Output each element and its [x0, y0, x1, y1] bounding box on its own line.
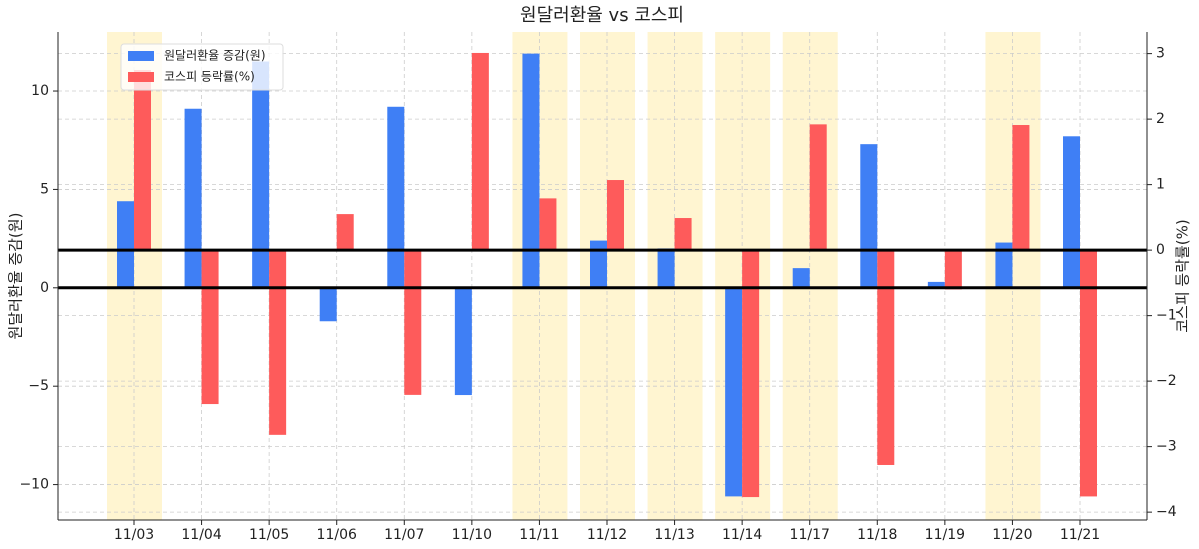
bar	[792, 268, 810, 288]
legend-label: 원달러환율 증감(원)	[164, 49, 266, 63]
bar	[539, 198, 557, 251]
highlight-band	[580, 32, 635, 520]
bar	[336, 214, 354, 251]
bar	[927, 281, 945, 288]
y2-tick-label: −3	[1156, 439, 1177, 455]
bar	[725, 287, 743, 497]
highlight-band	[647, 32, 703, 520]
bar	[657, 248, 675, 288]
bar	[742, 250, 760, 498]
legend-label: 코스피 등락률(%)	[164, 70, 255, 84]
bar	[252, 61, 270, 288]
x-tick-label: 11/11	[519, 527, 559, 543]
y-axis-label: 원달러환율 증감(원)	[7, 213, 25, 340]
x-tick-label: 11/21	[1060, 527, 1100, 543]
bar	[809, 124, 827, 251]
x-tick-label: 11/14	[722, 527, 762, 543]
bar	[860, 144, 878, 288]
y2-tick-label: −4	[1156, 504, 1177, 520]
bar	[184, 108, 202, 288]
x-tick-label: 11/06	[317, 527, 357, 543]
x-tick-label: 11/13	[654, 527, 694, 543]
x-tick-label: 11/20	[992, 527, 1032, 543]
x-tick-label: 11/12	[587, 527, 627, 543]
highlight-band	[782, 32, 838, 520]
x-tick-label: 11/19	[925, 527, 965, 543]
y2-tick-label: −1	[1156, 308, 1177, 324]
bar	[319, 287, 337, 322]
chart-title: 원달러환율 vs 코스피	[520, 5, 684, 26]
y2-tick-label: −2	[1156, 373, 1177, 389]
y2-axis-label: 코스피 등락률(%)	[1174, 219, 1192, 333]
highlight-band	[512, 32, 568, 520]
y-tick-label: −5	[28, 378, 49, 394]
x-tick-label: 11/10	[452, 527, 492, 543]
bar	[134, 69, 151, 251]
y-tick-label: −10	[19, 477, 49, 493]
bar	[1080, 250, 1097, 497]
bar	[522, 53, 540, 288]
bar	[674, 218, 692, 251]
y-tick-label: 0	[40, 280, 49, 296]
bar	[201, 250, 219, 405]
bar	[387, 106, 405, 288]
bar	[117, 201, 134, 288]
bar	[1012, 125, 1030, 251]
legend-swatch	[128, 51, 154, 61]
bar	[269, 250, 287, 435]
x-tick-label: 11/03	[114, 527, 154, 543]
x-tick-label: 11/04	[181, 527, 221, 543]
bar	[404, 250, 422, 395]
bar	[877, 250, 895, 465]
x-tick-label: 11/05	[249, 527, 289, 543]
y2-tick-label: 3	[1156, 46, 1165, 62]
y2-tick-label: 2	[1156, 111, 1165, 127]
x-tick-label: 11/17	[790, 527, 830, 543]
y-tick-label: 5	[40, 181, 49, 197]
legend-box	[120, 43, 284, 91]
y2-tick-label: 0	[1156, 242, 1165, 258]
bar	[590, 240, 607, 288]
bar	[944, 250, 962, 290]
legend-swatch	[128, 72, 154, 82]
y-tick-label: 10	[31, 83, 49, 99]
bar	[471, 52, 489, 251]
highlight-band	[985, 32, 1041, 520]
y2-tick-label: 1	[1156, 177, 1165, 193]
bar	[607, 180, 624, 251]
bar	[995, 242, 1013, 288]
x-tick-label: 11/07	[384, 527, 424, 543]
x-tick-label: 11/18	[857, 527, 897, 543]
bar	[454, 287, 472, 396]
bar	[1063, 136, 1080, 288]
